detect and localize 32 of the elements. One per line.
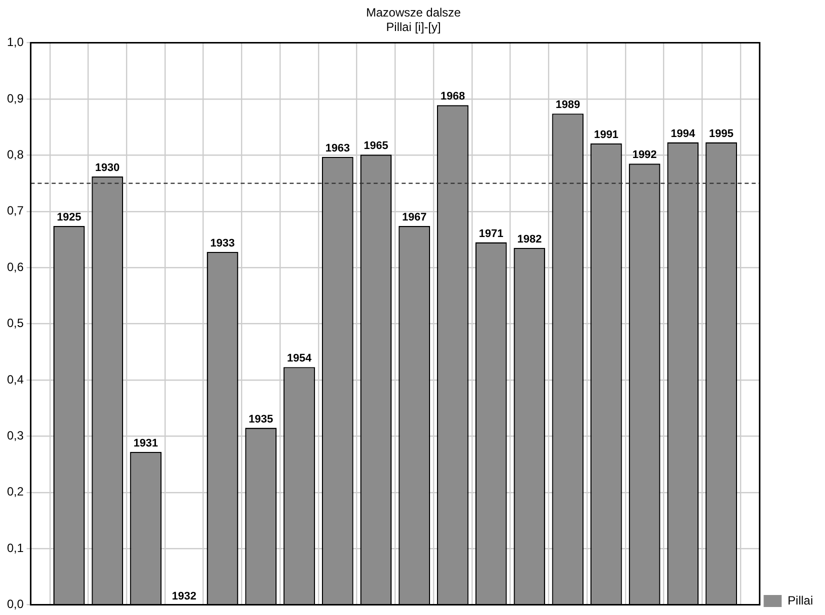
x-tick-label: 1935 [248,413,274,426]
x-tick-label: 1932 [172,590,196,602]
x-tick-label: 1930 [95,162,120,174]
x-tick-label: 1963 [325,142,350,154]
x-tick-label: 1931 [134,437,158,450]
y-tick-label: 0,0 [6,597,24,612]
y-tick-label: 0,8 [6,148,24,162]
x-tick-label: 1967 [402,212,427,224]
y-tick-label: 0,4 [6,372,24,386]
y-tick-label: 0,3 [6,428,24,443]
x-tick-label: 1994 [670,128,696,140]
x-tick-label: 1933 [210,237,235,250]
x-tick-label: 1968 [440,90,465,103]
y-tick-label: 0,6 [6,260,24,274]
x-tick-label: 1992 [632,149,657,162]
y-tick-label: 0,5 [6,316,24,330]
y-tick-label: 1,0 [6,35,24,50]
x-tick-label: 1982 [517,233,542,246]
x-tick-label: 1965 [364,140,388,152]
chart-title: Mazowsze dalsze [366,6,462,20]
y-tick-label: 0,2 [6,484,24,499]
chart-subtitle: Pillai [i]-[y] [386,20,441,34]
x-tick-label: 1995 [709,128,734,140]
legend-label: Pillai [788,593,813,608]
y-tick-label: 0,7 [6,204,24,218]
x-tick-label: 1991 [594,128,618,141]
y-tick-label: 0,9 [6,91,24,106]
x-tick-label: 1954 [287,352,312,365]
x-tick-label: 1971 [478,228,504,240]
y-tick-label: 0,1 [6,540,24,555]
x-tick-label: 1989 [556,99,580,112]
x-tick-label: 1925 [56,212,82,224]
